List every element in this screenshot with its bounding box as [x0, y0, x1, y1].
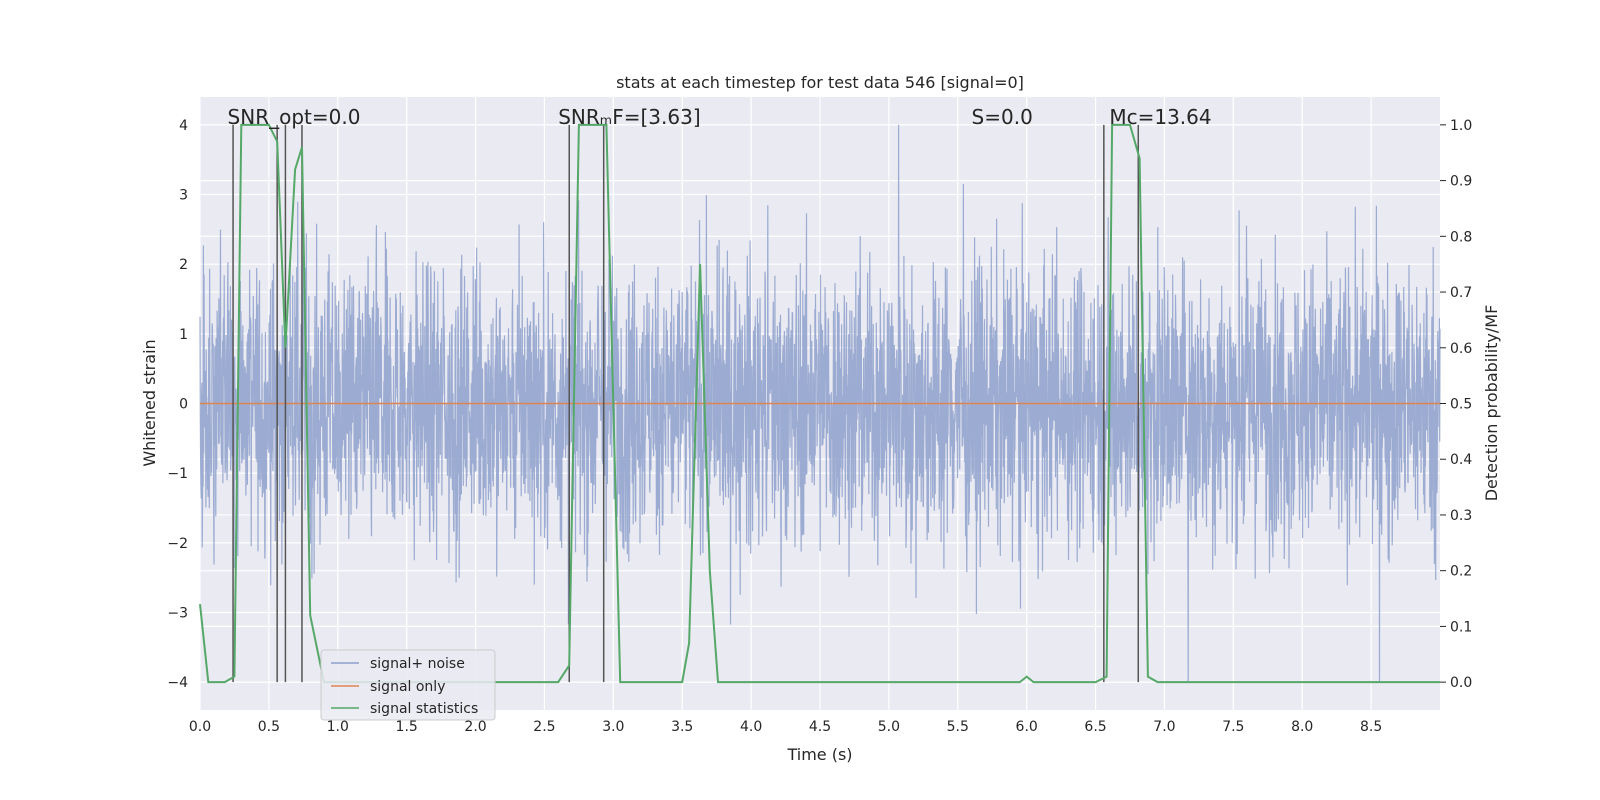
y-right-tick-label-2: 0.8	[1450, 229, 1472, 245]
legend-label-statistics: signal statistics	[370, 701, 478, 717]
chart-title: stats at each timestep for test data 546…	[616, 73, 1024, 92]
annotation-0: SNR_opt=0.0	[228, 105, 361, 129]
noise-line	[199, 124, 1441, 683]
x-tick-label-9: 4.5	[809, 719, 831, 735]
y-right-tick-label-3: 0.7	[1450, 285, 1472, 301]
signal-statistics-series	[199, 123, 1440, 684]
x-axis-ticks: 0.0 0.5 1.0 1.5 2.0 2.5 3.0 3.5 4.0 4.5 5.0 5.5 6.0 6…	[189, 719, 1382, 735]
y-right-tick-label-6: 0.4	[1450, 452, 1472, 468]
y-left-tick-label-2: 2	[179, 257, 188, 273]
annotations: SNR_opt=0.0 SNRₘF=[3.63] S=0.0 Mᴄ=13.64	[228, 105, 1212, 129]
legend: signal+ noise signal only signal statist…	[320, 649, 496, 721]
y-left-axis-ticks: 4 3 2 1 0 −1 −2 −3 −4	[167, 118, 188, 691]
y-left-tick-label-1: 3	[179, 188, 188, 204]
x-tick-label-12: 6.0	[1016, 719, 1038, 735]
signal-noise-series	[199, 124, 1441, 683]
y-left-tick-label-4: 0	[179, 397, 188, 413]
x-tick-label-4: 2.0	[464, 719, 486, 735]
y-right-tick-label-1: 0.9	[1450, 174, 1472, 190]
x-tick-label-0: 0.0	[189, 719, 211, 735]
vertical-markers	[232, 124, 1140, 683]
y-left-axis-label: Whitened strain	[140, 339, 159, 466]
x-tick-label-13: 6.5	[1084, 719, 1106, 735]
x-tick-label-7: 3.5	[671, 719, 693, 735]
y-left-tick-label-0: 4	[179, 118, 188, 134]
y-right-tick-label-0: 1.0	[1450, 118, 1472, 134]
legend-label-signal-only: signal only	[370, 679, 445, 695]
y-left-tick-label-3: 1	[179, 327, 188, 343]
x-tick-label-8: 4.0	[740, 719, 762, 735]
x-tick-label-16: 8.0	[1291, 719, 1313, 735]
y-right-tick-label-9: 0.1	[1450, 619, 1472, 635]
x-tick-label-15: 7.5	[1222, 719, 1244, 735]
x-axis-label: Time (s)	[786, 745, 852, 764]
legend-label-noise: signal+ noise	[370, 656, 465, 672]
x-tick-label-6: 3.0	[602, 719, 624, 735]
x-tick-label-2: 1.0	[327, 719, 349, 735]
y-left-tick-label-7: −3	[167, 605, 188, 621]
x-tick-label-17: 8.5	[1360, 719, 1382, 735]
x-tick-label-5: 2.5	[533, 719, 555, 735]
y-left-tick-label-6: −2	[167, 536, 188, 552]
annotation-2: S=0.0	[972, 105, 1033, 129]
x-tick-label-14: 7.0	[1153, 719, 1175, 735]
x-tick-label-11: 5.5	[947, 719, 969, 735]
x-tick-label-10: 5.0	[878, 719, 900, 735]
y-right-tick-label-10: 0.0	[1450, 675, 1472, 691]
annotation-1: SNRₘF=[3.63]	[558, 105, 700, 129]
y-right-axis-label: Detection probability/MF	[1482, 305, 1501, 502]
annotation-3: Mᴄ=13.64	[1109, 105, 1211, 129]
legend-box	[320, 649, 496, 721]
y-left-tick-label-8: −4	[167, 675, 188, 691]
y-right-axis-ticks: 1.0 0.9 0.8 0.7 0.6 0.5 0.4 0.3 0.2 0.1 0.0	[1440, 118, 1472, 691]
y-right-tick-label-5: 0.5	[1450, 397, 1472, 413]
signal-statistics-line	[199, 123, 1440, 684]
x-tick-label-1: 0.5	[258, 719, 280, 735]
y-left-tick-label-5: −1	[167, 466, 188, 482]
y-right-tick-label-8: 0.2	[1450, 564, 1472, 580]
y-right-tick-label-7: 0.3	[1450, 508, 1472, 524]
y-right-tick-label-4: 0.6	[1450, 341, 1472, 357]
x-tick-label-3: 1.5	[396, 719, 418, 735]
